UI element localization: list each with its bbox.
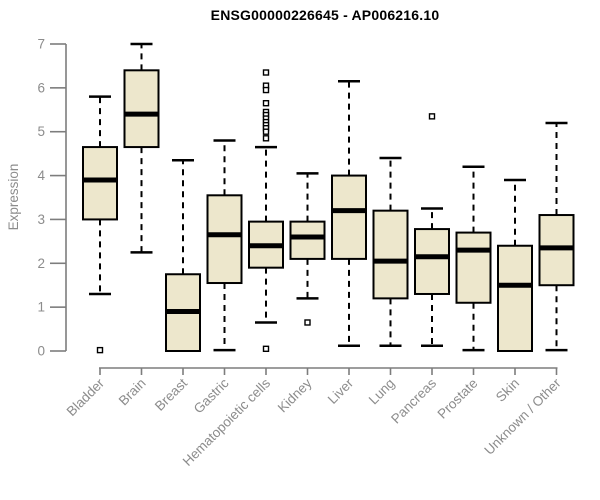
boxplot-kidney [289, 172, 326, 326]
iqr-box [289, 220, 326, 260]
x-tick-label-kidney: Kidney [275, 375, 315, 415]
boxplot-prostate [455, 165, 492, 352]
boxplot-pancreas [414, 113, 450, 347]
x-tick-label-unknown-other: Unknown / Other [481, 375, 564, 458]
x-tick-label-brain: Brain [116, 376, 149, 409]
y-axis-label: Expression [6, 163, 21, 231]
outlier-point [262, 135, 270, 142]
outlier-point [262, 345, 270, 353]
iqr-box [82, 146, 118, 221]
boxplot-bladder [82, 95, 118, 354]
iqr-box [123, 69, 160, 149]
iqr-box [331, 174, 367, 260]
boxplot-gastric [206, 139, 243, 352]
y-tick-label: 4 [37, 168, 45, 183]
x-tick-label-breast: Breast [152, 375, 190, 413]
iqr-box [414, 228, 450, 295]
outlier-point [96, 346, 104, 354]
x-tick-label-liver: Liver [325, 375, 357, 407]
iqr-box [206, 194, 243, 285]
boxplot-lung [372, 156, 409, 347]
y-tick-label: 2 [37, 256, 45, 271]
x-tick-label-lung: Lung [366, 376, 398, 408]
boxplot-brain [123, 42, 160, 254]
iqr-box [455, 231, 492, 304]
x-tick-label-pancreas: Pancreas [388, 375, 439, 426]
outlier-point [262, 128, 270, 135]
boxplot-unknown-other [538, 121, 575, 352]
x-tick-label-gastric: Gastric [191, 375, 232, 416]
boxplot-breast [165, 158, 201, 352]
boxplot-hematopoietic-cells [248, 69, 284, 353]
iqr-box [497, 244, 533, 352]
outlier-point [262, 86, 270, 94]
outlier-point [262, 100, 270, 107]
y-tick-label: 6 [37, 80, 45, 95]
chart-title: ENSG00000226645 - AP006216.10 [210, 7, 440, 23]
outlier-point [262, 69, 270, 76]
x-tick-label-skin: Skin [493, 376, 522, 405]
y-tick-label: 0 [37, 344, 45, 359]
y-axis: 0 1 2 3 4 5 6 7 [37, 37, 67, 359]
x-tick-label-prostate: Prostate [434, 376, 480, 422]
x-tick-label-bladder: Bladder [64, 375, 108, 419]
outlier-point [304, 319, 311, 326]
iqr-box [372, 209, 409, 300]
outlier-point [428, 113, 436, 120]
y-tick-label: 1 [37, 300, 45, 315]
y-tick-label: 3 [37, 212, 45, 227]
y-tick-label: 5 [37, 124, 45, 139]
y-tick-label: 7 [37, 37, 45, 52]
boxplot-skin [497, 178, 533, 352]
boxplot-liver [331, 80, 367, 347]
